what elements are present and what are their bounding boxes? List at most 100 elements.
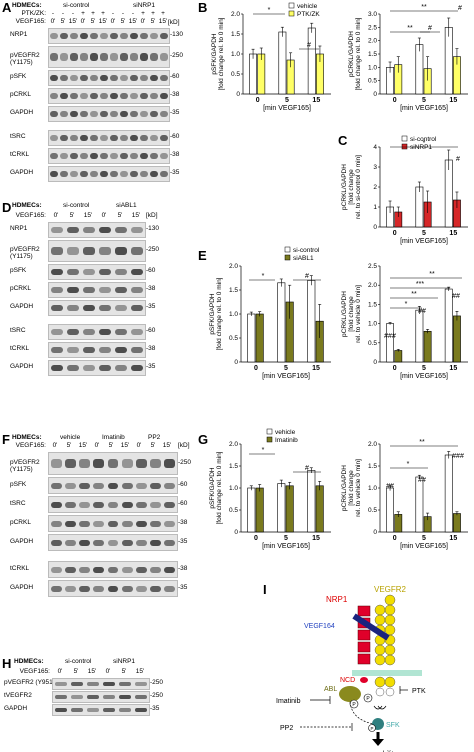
- y-axis-label: [fold change: [348, 470, 355, 506]
- blot-band: [60, 53, 68, 61]
- nrp1-domain: [357, 653, 371, 665]
- x-tick-label: 5: [422, 97, 426, 104]
- blot-band: [82, 365, 96, 371]
- blot-band: [130, 305, 144, 311]
- blot-strip: [48, 106, 170, 122]
- blot-label: pCRKL: [10, 518, 31, 526]
- y-axis-label: [fold change: [348, 169, 355, 205]
- ptk-zk-label: -: [51, 10, 55, 17]
- bar: [444, 159, 453, 228]
- blot-band: [120, 135, 128, 141]
- blot-strip: [48, 342, 146, 358]
- bar: [415, 309, 424, 363]
- blot-band: [140, 153, 148, 159]
- blot-label: pVEGFR2 (Y1175): [10, 246, 40, 260]
- y-tick-label: 0: [234, 529, 238, 536]
- blot-label: pSFK: [10, 267, 27, 274]
- x-tick-label: 5: [422, 535, 426, 542]
- blot-band: [86, 682, 100, 686]
- vegf-time-label: 5': [120, 18, 126, 25]
- blot-kd: -250: [150, 679, 164, 686]
- vegf-time-label: 0': [50, 18, 56, 25]
- blot-kd: -250: [178, 458, 192, 466]
- label-pp2: PP2: [280, 725, 293, 732]
- blot-band: [80, 93, 88, 99]
- blot-band: [130, 75, 138, 81]
- vegf-time-label: 15': [162, 442, 172, 449]
- bar: [255, 313, 264, 363]
- blot-band: [80, 75, 88, 81]
- bar: [423, 330, 432, 363]
- blot-band: [150, 539, 162, 546]
- blot-kd: -35: [178, 537, 188, 545]
- x-tick-label: 15: [312, 97, 320, 104]
- blot-band: [136, 566, 147, 573]
- blot-band: [70, 93, 78, 99]
- panel-f-letter: F: [2, 432, 10, 447]
- blot-band: [121, 539, 133, 546]
- blot-band: [54, 695, 68, 699]
- vegf-time-label: 15': [131, 212, 141, 219]
- vegf-time-label: 15': [78, 442, 88, 449]
- y-tick-label: 1.0: [229, 311, 238, 318]
- panel-h-group2: siNRP1: [113, 658, 136, 665]
- blot-band: [114, 287, 128, 293]
- blot-band: [120, 33, 128, 39]
- blot-band: [50, 53, 58, 61]
- blot-band: [107, 459, 119, 468]
- significance-label: #: [428, 25, 432, 32]
- blot-kd: -35: [150, 705, 160, 712]
- phospho-label: P: [352, 702, 356, 708]
- x-tick-label: 15: [312, 535, 320, 542]
- y-axis-label: pCRKL/GAPDH: [341, 465, 348, 511]
- y-tick-label: 0: [373, 224, 377, 231]
- vegf-time-label: 5': [150, 18, 156, 25]
- phospho-label: P: [366, 696, 370, 702]
- blot-band: [150, 501, 162, 508]
- blot-kd: -38: [178, 564, 188, 572]
- y-tick-label: 0: [236, 91, 240, 98]
- blot-band: [93, 501, 105, 508]
- blot-band: [110, 111, 118, 117]
- blot-band: [50, 539, 62, 546]
- blot-band: [60, 111, 68, 117]
- blot-band: [140, 75, 148, 81]
- blot-label: NRP1: [10, 31, 28, 38]
- blot-band: [70, 53, 78, 61]
- blot-band: [90, 53, 98, 61]
- vegf-time-label: 0': [101, 212, 107, 219]
- blot-band: [150, 93, 158, 99]
- vegf-time-label: 5': [117, 212, 123, 219]
- y-tick-label: 1.5: [368, 51, 377, 58]
- y-tick-label: 2.0: [231, 11, 240, 18]
- blot-kd: -60: [170, 133, 180, 140]
- blot-kd: -35: [146, 303, 156, 310]
- blot-band: [50, 566, 62, 573]
- blot-strip: [48, 534, 178, 551]
- blot-kd: -38: [170, 151, 180, 158]
- x-tick-label: 5: [284, 535, 288, 542]
- blot-band: [50, 482, 62, 489]
- panel-a-letter: A: [2, 0, 12, 15]
- significance-label: ##: [418, 477, 426, 484]
- blot-strip: [52, 691, 150, 703]
- chart-b: 0 0.5 1.0 1.5 2.0 pSFK/GAPDH [fold change rel.…: [211, 2, 331, 112]
- blot-strip: [48, 282, 146, 298]
- chart-e: 0 0.5 1.0 1.5 2.0 pSFK/GAPDH [fold change rel.…: [209, 246, 331, 380]
- blot-band: [50, 33, 58, 39]
- vegf-time-label: 0': [136, 442, 142, 449]
- significance-label: #: [456, 156, 460, 163]
- bar: [394, 350, 403, 363]
- blot-band: [121, 501, 133, 508]
- blot-band: [136, 459, 147, 468]
- y-tick-label: 0.5: [229, 335, 238, 342]
- blot-band: [160, 135, 168, 141]
- vegf-time-label: 15': [158, 18, 168, 25]
- bar: [394, 514, 403, 533]
- blot-band: [114, 247, 128, 255]
- blot-band: [134, 695, 148, 699]
- blot-band: [80, 153, 88, 159]
- blot-band: [90, 33, 98, 39]
- blot-band: [66, 269, 80, 275]
- blot-strip: [48, 166, 170, 182]
